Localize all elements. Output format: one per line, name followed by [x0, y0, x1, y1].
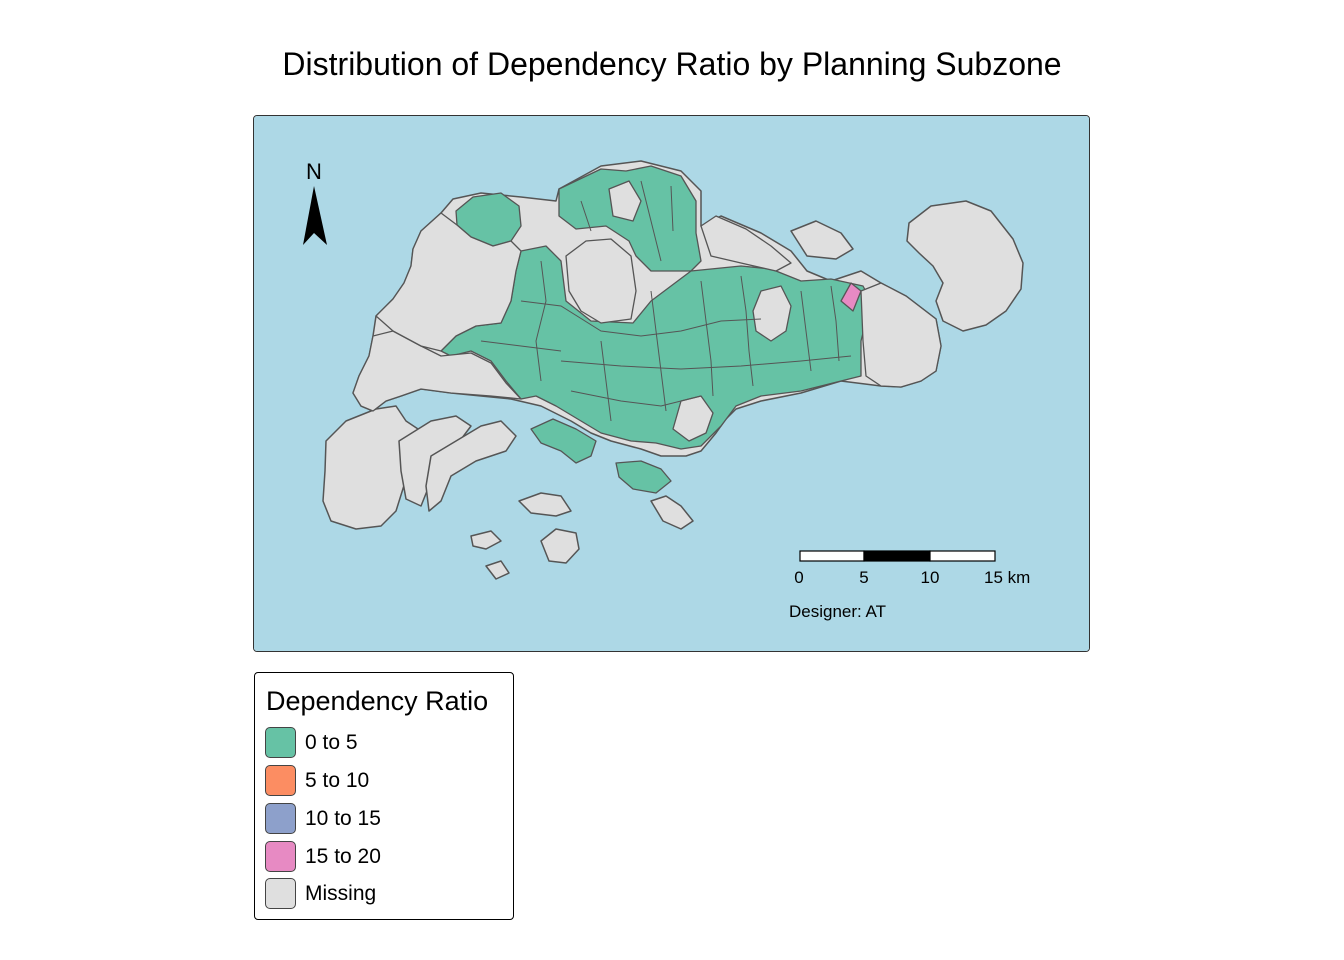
- scale-bar: [799, 550, 996, 562]
- legend-item: Missing: [265, 878, 505, 912]
- legend-swatch: [265, 878, 296, 909]
- missing-interior-zones: [352, 180, 942, 442]
- island-shape: [425, 420, 517, 512]
- legend-swatch: [265, 765, 296, 796]
- legend-swatch: [265, 727, 296, 758]
- legend-label: Missing: [305, 882, 377, 905]
- subzone-sentosa: [615, 460, 672, 494]
- scale-tick-0: 0: [794, 568, 803, 587]
- subzone-seletar: [700, 215, 792, 272]
- legend-label: 0 to 5: [305, 731, 358, 754]
- scale-tick-5: 5: [859, 568, 868, 587]
- map-panel: N 0 5 10 15 km Designer: AT: [253, 115, 1090, 652]
- island-shape: [650, 495, 694, 530]
- legend-item: 0 to 5: [265, 727, 505, 761]
- subzone-tuas: [352, 330, 522, 412]
- subzone-sengkang-west: [608, 180, 642, 222]
- legend: Dependency Ratio 0 to 5 5 to 10 10 to 15…: [254, 672, 514, 920]
- pulau-tekong-shape: [906, 200, 1024, 332]
- legend-label: 5 to 10: [305, 769, 370, 792]
- map-title: Distribution of Dependency Ratio by Plan…: [282, 46, 1062, 82]
- scale-bar-labels: 0 5 10 15 km: [794, 568, 1030, 587]
- legend-swatch: [265, 841, 296, 872]
- island-shape: [485, 560, 510, 580]
- pulau-ubin-shape: [790, 220, 854, 260]
- north-arrow-icon: [303, 186, 327, 245]
- subzone-boundaries: [480, 180, 852, 422]
- island-shape: [518, 492, 572, 517]
- subzone-changi: [860, 282, 942, 388]
- subzone-15-to-20: [840, 282, 862, 312]
- designer-credit: Designer: AT: [789, 602, 886, 621]
- subzone-central-catchment: [565, 238, 637, 324]
- north-arrow-label: N: [306, 159, 322, 184]
- scale-tick-15: 15 km: [984, 568, 1030, 587]
- subzone-western-catchment: [375, 212, 522, 352]
- legend-swatch: [265, 803, 296, 834]
- legend-label: 10 to 15: [305, 807, 381, 830]
- legend-item: 10 to 15: [265, 803, 505, 837]
- subzone-paya-lebar: [752, 285, 792, 342]
- subzone-west-coast-strip: [530, 418, 597, 464]
- legend-item: 15 to 20: [265, 841, 505, 875]
- scale-tick-10: 10: [921, 568, 940, 587]
- island-shape: [540, 528, 580, 564]
- legend-label: 15 to 20: [305, 845, 381, 868]
- island-shape: [470, 530, 502, 550]
- legend-item: 5 to 10: [265, 765, 505, 799]
- singapore-subzone-map: N 0 5 10 15 km Designer: AT: [254, 116, 1089, 651]
- legend-title: Dependency Ratio: [266, 686, 489, 716]
